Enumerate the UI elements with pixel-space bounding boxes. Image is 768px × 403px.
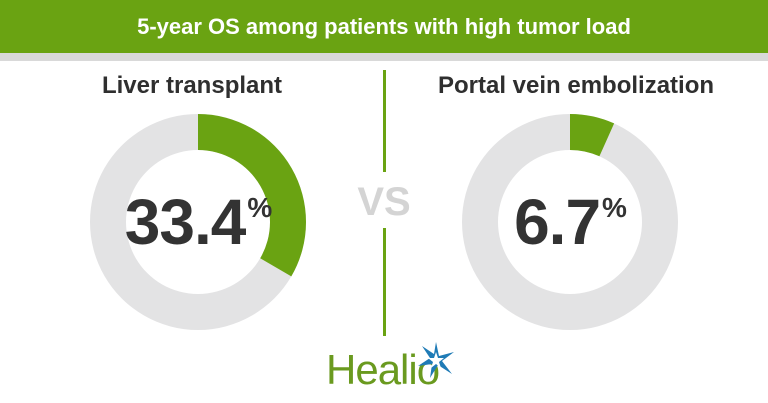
donut-value-slice <box>570 114 615 157</box>
donut-svg <box>89 114 306 330</box>
chart-title-liver-transplant: Liver transplant <box>101 72 283 99</box>
percent-value: 6.7 <box>514 186 601 258</box>
percent-label: 6.7 % <box>460 112 680 332</box>
vs-label: VS <box>357 180 411 224</box>
donut-value-slice <box>198 114 306 277</box>
percent-label: 33.4 % <box>88 112 308 332</box>
logo-text: Healio <box>326 346 440 393</box>
healio-logo: Healio <box>326 340 476 396</box>
divider-line-top <box>383 70 386 172</box>
donut-chart-portal-vein-embolization: 6.7 % <box>460 112 680 332</box>
star-burst-icon <box>418 342 454 378</box>
title-bar: 5-year OS among patients with high tumor… <box>0 0 768 53</box>
chart-title-portal-vein-embolization: Portal vein embolization <box>437 72 715 99</box>
percent-sign: % <box>602 192 627 223</box>
percent-value: 33.4 <box>124 186 247 258</box>
page-title: 5-year OS among patients with high tumor… <box>137 13 631 39</box>
title-underbar <box>0 53 768 61</box>
donut-track <box>461 114 678 330</box>
donut-svg <box>461 114 678 330</box>
donut-chart-liver-transplant: 33.4 % <box>88 112 308 332</box>
percent-sign: % <box>247 192 272 223</box>
divider-line-bottom <box>383 228 386 336</box>
